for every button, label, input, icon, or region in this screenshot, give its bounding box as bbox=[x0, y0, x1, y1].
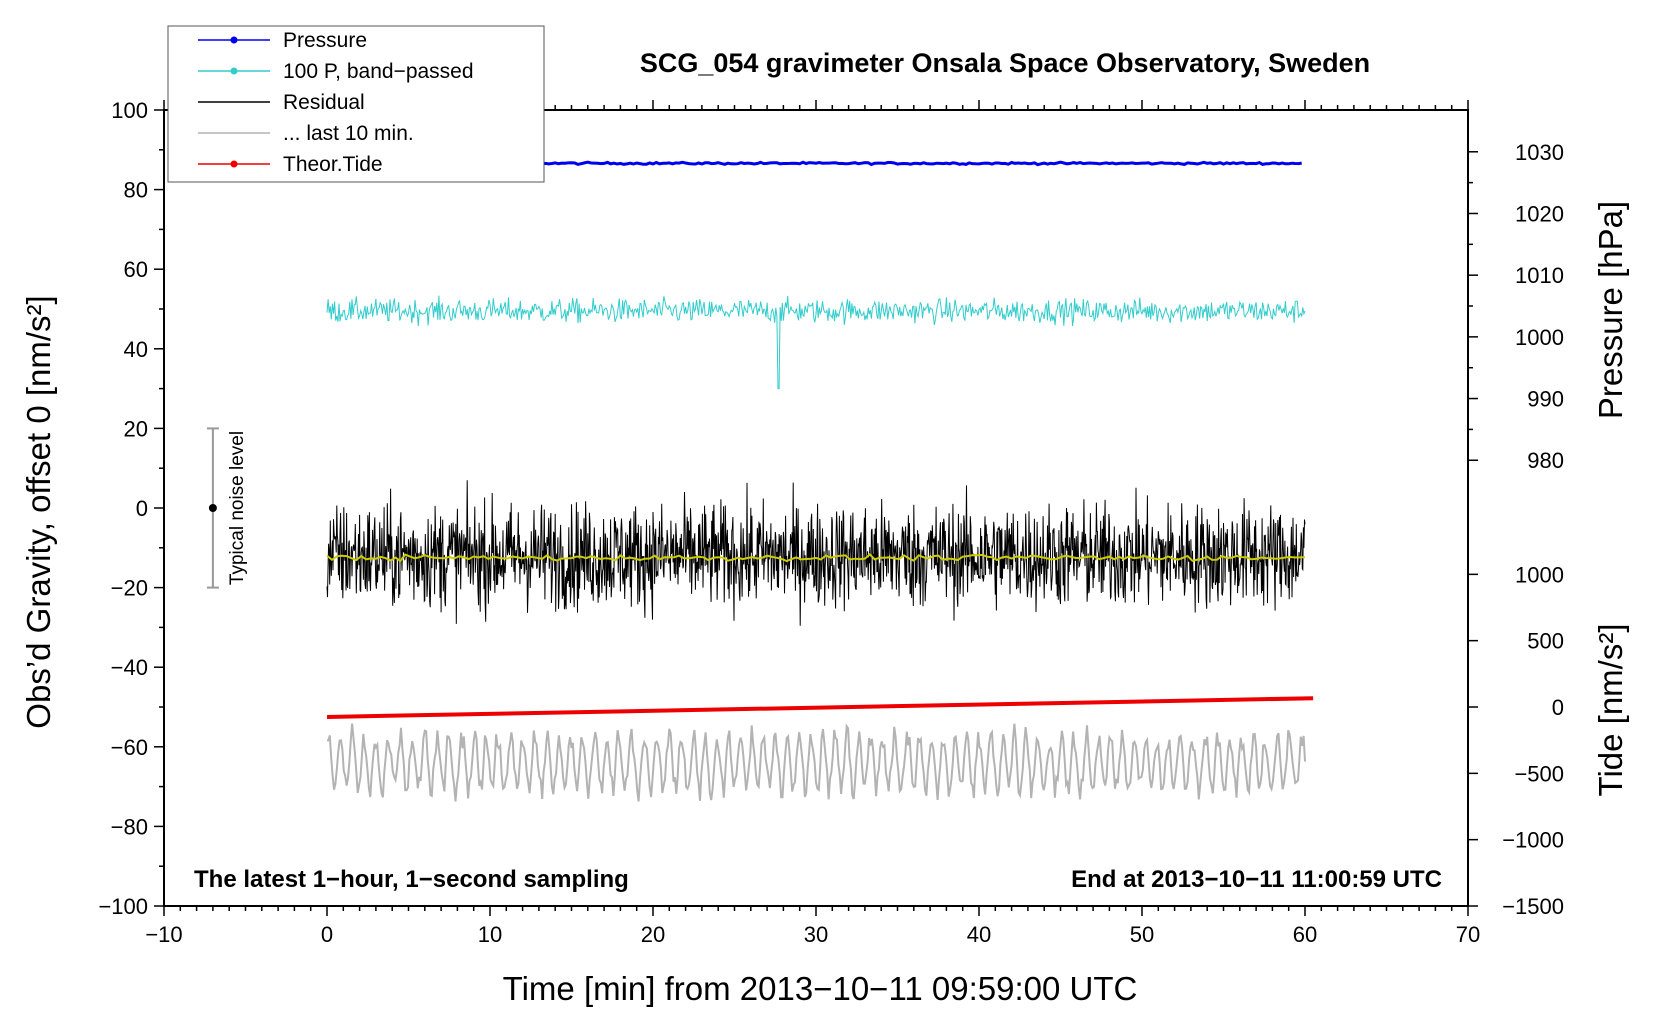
x-tick-label: 0 bbox=[321, 922, 333, 947]
x-tick-label: 20 bbox=[641, 922, 665, 947]
tide-tick-label: −1000 bbox=[1502, 828, 1564, 853]
tide-tick-label: −1500 bbox=[1502, 894, 1564, 919]
tide-tick-label: −500 bbox=[1514, 761, 1564, 786]
noise-bar-label: Typical noise level bbox=[227, 431, 248, 585]
annotation-sampling: The latest 1−hour, 1−second sampling bbox=[194, 866, 629, 893]
x-tick-label: 10 bbox=[478, 922, 502, 947]
y-tick-label: 60 bbox=[124, 257, 148, 282]
legend-label: ... last 10 min. bbox=[283, 122, 414, 145]
x-tick-label: 50 bbox=[1130, 922, 1154, 947]
y-tick-label: 100 bbox=[111, 98, 148, 123]
legend-marker bbox=[230, 160, 238, 168]
legend-label: 100 P, band−passed bbox=[283, 60, 474, 83]
pressure-tick-label: 1030 bbox=[1515, 140, 1564, 165]
annotation-end-time: End at 2013−10−11 11:00:59 UTC bbox=[1071, 866, 1442, 893]
series-pressure-bandpassed bbox=[326, 295, 1306, 390]
noise-bar-center bbox=[208, 504, 217, 512]
y-tick-label: −80 bbox=[111, 814, 148, 839]
tide-tick-label: 500 bbox=[1527, 629, 1564, 654]
tide-tick-label: 1000 bbox=[1515, 562, 1564, 587]
x-tick-label: 70 bbox=[1456, 922, 1480, 947]
y-tick-label: −100 bbox=[98, 894, 148, 919]
series-residual-smoothed bbox=[326, 553, 1306, 563]
series-last-10-min bbox=[327, 723, 1306, 802]
pressure-tick-label: 1000 bbox=[1515, 325, 1564, 350]
pressure-tick-label: 1010 bbox=[1515, 263, 1564, 288]
series-theoretical-tide bbox=[326, 696, 1314, 719]
y-tick-label: −20 bbox=[111, 576, 148, 601]
series-layer bbox=[326, 160, 1314, 802]
series-residual bbox=[326, 480, 1306, 626]
pressure-tick-label: 990 bbox=[1527, 387, 1564, 412]
noise-bar: Typical noise level bbox=[206, 427, 248, 589]
legend-box bbox=[167, 25, 545, 183]
legend-label: Residual bbox=[283, 91, 365, 114]
x-tick-label: 60 bbox=[1293, 922, 1317, 947]
y-tick-label: 40 bbox=[124, 337, 148, 362]
pressure-tick-label: 980 bbox=[1527, 448, 1564, 473]
legend-marker bbox=[230, 36, 238, 44]
legend: Pressure 100 P, band−passed Residual ... la… bbox=[167, 25, 545, 183]
y-axis-title-left: Obs’d Gravity, offset 0 [nm/s²] bbox=[20, 295, 57, 728]
legend-label: Theor.Tide bbox=[283, 153, 383, 176]
legend-marker bbox=[230, 67, 238, 75]
y-tick-label: −40 bbox=[111, 655, 148, 680]
legend-label: Pressure bbox=[283, 29, 367, 52]
y-axis-title-tide: Tide [nm/s²] bbox=[1592, 624, 1629, 797]
ticks-layer: −10 0 10 20 30 40 50 60 70−100−80−60−40−20020406… bbox=[98, 98, 1564, 947]
y-axis-title-pressure: Pressure [hPa] bbox=[1592, 201, 1629, 419]
y-tick-label: 0 bbox=[136, 496, 148, 521]
x-tick-label: 30 bbox=[804, 922, 828, 947]
x-tick-label: 40 bbox=[967, 922, 991, 947]
x-tick-label: −10 bbox=[145, 922, 182, 947]
y-tick-label: −60 bbox=[111, 735, 148, 760]
x-axis-title: Time [min] from 2013−10−11 09:59:00 UTC bbox=[503, 970, 1138, 1007]
pressure-tick-label: 1020 bbox=[1515, 201, 1564, 226]
chart-title: SCG_054 gravimeter Onsala Space Observat… bbox=[640, 48, 1370, 78]
tide-tick-label: 0 bbox=[1552, 695, 1564, 720]
legend-entries: Pressure 100 P, band−passed Residual ... la… bbox=[198, 29, 474, 176]
y-tick-label: 80 bbox=[124, 178, 148, 203]
y-tick-label: 20 bbox=[124, 416, 148, 441]
